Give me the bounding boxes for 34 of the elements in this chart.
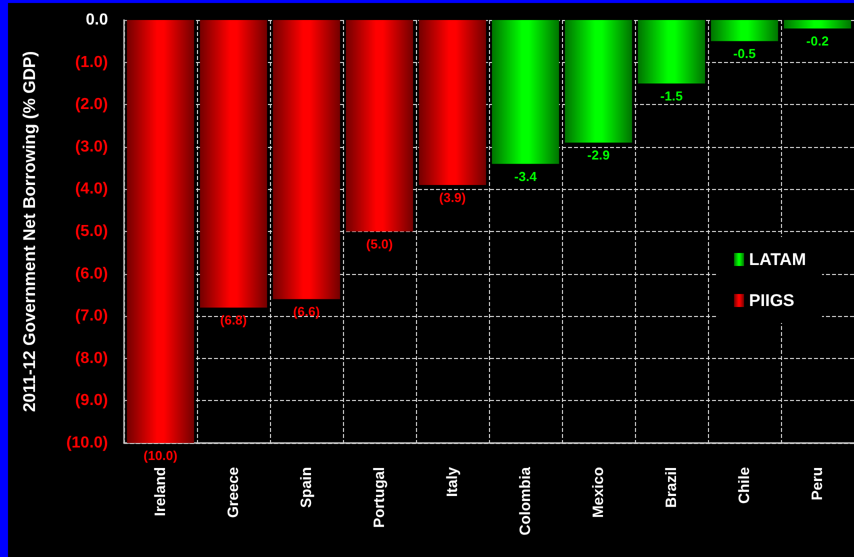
data-label: -0.5: [733, 46, 756, 62]
y-tick-label: 0.0: [86, 12, 108, 28]
x-tick-label: Colombia: [517, 466, 534, 536]
y-tick-label: (4.0): [75, 180, 108, 198]
y-tick-label: (5.0): [75, 223, 108, 240]
data-label: (6.8): [220, 312, 247, 328]
data-label: (10.0): [144, 448, 178, 463]
data-label: (6.6): [293, 304, 320, 320]
y-axis-title: 2011-12 Government Net Borrowing (% GDP): [20, 51, 39, 412]
data-label: -0.2: [806, 33, 829, 48]
y-tick-label: (3.0): [75, 138, 108, 156]
x-tick-label: Italy: [444, 466, 461, 498]
x-tick-label: Ireland: [152, 467, 169, 516]
y-tick-label: (1.0): [75, 54, 108, 71]
data-label: -1.5: [660, 88, 683, 104]
y-tick-label: (8.0): [75, 350, 108, 367]
data-label: -2.9: [587, 148, 610, 163]
y-tick-label: (9.0): [75, 392, 108, 410]
x-tick-label: Brazil: [663, 467, 680, 508]
legend-label: LATAM: [749, 250, 806, 269]
y-tick-label: (2.0): [75, 96, 108, 114]
legend-label: PIIGS: [749, 291, 794, 310]
data-label: (5.0): [366, 236, 393, 252]
x-tick-label: Peru: [809, 467, 826, 500]
x-tick-label: Mexico: [590, 467, 607, 518]
y-tick-label: (7.0): [75, 308, 108, 325]
y-tick-label: (10.0): [66, 434, 108, 452]
x-tick-label: Portugal: [371, 467, 388, 528]
x-tick-label: Spain: [298, 467, 315, 508]
data-label: (3.9): [439, 190, 466, 205]
x-tick-label: Chile: [736, 467, 753, 504]
data-label: -3.4: [514, 168, 538, 184]
y-tick-label: (6.0): [75, 265, 108, 282]
x-tick-label: Greece: [225, 467, 242, 518]
